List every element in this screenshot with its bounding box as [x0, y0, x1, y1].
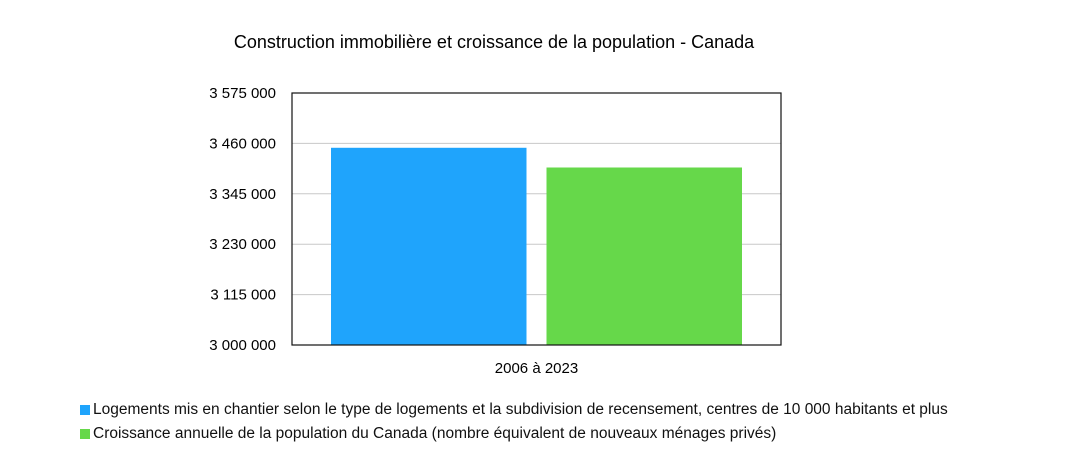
x-axis-category-labels: 2006 à 2023 [495, 360, 578, 377]
bars [331, 147, 742, 345]
x-category-label: 2006 à 2023 [495, 360, 578, 377]
legend-swatch-population-growth [80, 429, 90, 439]
chart-title: Construction immobilière et croissance d… [234, 32, 755, 52]
y-tick-label: 3 460 000 [209, 135, 276, 152]
y-tick-label: 3 230 000 [209, 236, 276, 253]
legend: Logements mis en chantier selon le type … [80, 398, 948, 446]
bar-population-growth [546, 167, 742, 345]
y-tick-label: 3 575 000 [209, 85, 276, 102]
legend-item-housing-starts: Logements mis en chantier selon le type … [80, 398, 948, 422]
plot-frame [291, 92, 782, 346]
y-tick-label: 3 345 000 [209, 186, 276, 203]
bar-housing-starts [331, 147, 527, 345]
legend-item-population-growth: Croissance annuelle de la population du … [80, 422, 948, 446]
chart: Construction immobilière et croissance d… [209, 32, 782, 377]
legend-label-population-growth: Croissance annuelle de la population du … [93, 425, 777, 442]
y-tick-label: 3 000 000 [209, 337, 276, 354]
legend-label-housing-starts: Logements mis en chantier selon le type … [93, 401, 948, 418]
y-tick-label: 3 115 000 [210, 287, 276, 304]
y-axis-tick-labels: 3 000 000 3 115 000 3 230 000 3 345 000 3 46… [209, 85, 276, 354]
legend-swatch-housing-starts [80, 405, 90, 415]
